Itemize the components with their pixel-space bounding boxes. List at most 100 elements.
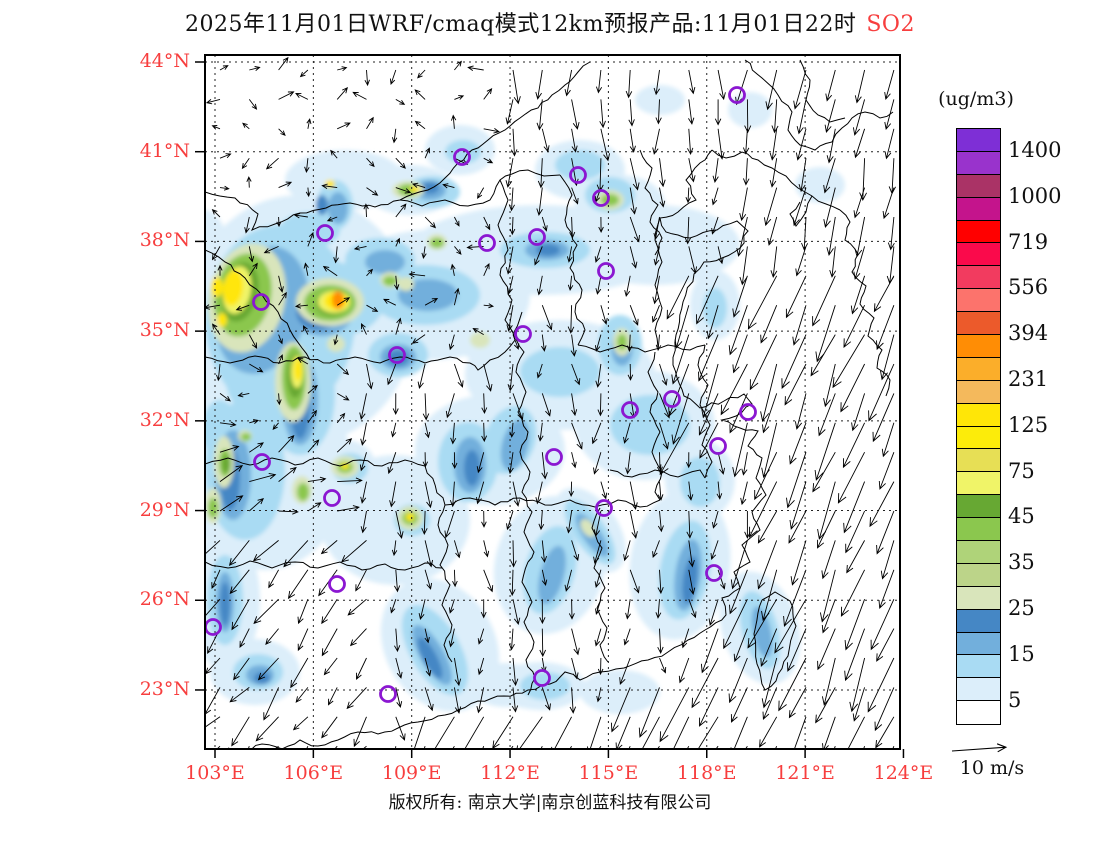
wind-arrow: [360, 422, 367, 446]
wind-arrow: [424, 687, 434, 712]
wind-arrow: [424, 481, 433, 509]
wind-arrow: [597, 657, 604, 676]
wind-arrow: [321, 628, 338, 657]
wind-arrow: [595, 599, 602, 616]
wind-arrow: [276, 216, 282, 228]
so2-blob: [417, 637, 443, 679]
wind-arrow: [821, 599, 836, 634]
wind-arrow: [323, 657, 338, 676]
wind-arrow: [600, 305, 608, 325]
wind-arrow: [299, 69, 309, 78]
wind-arrow: [249, 363, 264, 373]
legend-level-label: 35: [1008, 550, 1035, 575]
wind-arrow: [512, 481, 521, 507]
wind-arrow: [852, 687, 866, 722]
wind-arrow: [729, 569, 748, 615]
province-boundary: [839, 209, 891, 397]
wind-arrow: [732, 422, 748, 478]
wind-arrow: [874, 687, 895, 732]
wind-arrow: [854, 216, 866, 258]
so2-blob: [241, 433, 251, 441]
wind-arrow: [840, 363, 866, 413]
wind-arrow: [534, 246, 543, 266]
wind-arrow: [364, 69, 370, 87]
wind-arrow: [793, 716, 807, 749]
legend-color-block: [957, 541, 1000, 564]
lat-axis-label: 38°N: [139, 229, 190, 252]
wind-arrow: [817, 510, 836, 549]
wind-arrow: [483, 87, 493, 100]
city-marker: [592, 189, 610, 207]
city-marker: [453, 148, 471, 166]
wind-arrow: [394, 275, 400, 291]
legend-color-block: [957, 678, 1000, 702]
wind-arrow: [424, 216, 437, 229]
wind-arrow: [508, 187, 515, 212]
wind-arrow: [321, 598, 338, 625]
so2-blob: [297, 483, 309, 501]
wind-arrow: [788, 687, 807, 719]
wind-arrow: [249, 419, 260, 424]
wind-arrow: [701, 363, 719, 419]
wind-arrow: [623, 628, 631, 646]
legend-color-block: [957, 335, 1000, 358]
legend-level-label: 5: [1008, 687, 1022, 712]
wind-arrow: [454, 216, 460, 227]
wind-arrow: [507, 275, 514, 295]
lat-axis-label: 44°N: [139, 50, 190, 72]
wind-arrow: [610, 687, 631, 733]
wind-arrow: [708, 599, 719, 626]
so2-blob: [328, 192, 348, 224]
wind-arrow: [239, 628, 250, 648]
copyright-footer: 版权所有: 南京大学|南京创蓝科技有限公司: [388, 793, 712, 813]
wind-arrow: [235, 304, 250, 311]
wind-arrow: [337, 477, 363, 484]
wind-arrow: [411, 334, 426, 344]
wind-arrow: [688, 540, 695, 568]
wind-arrow: [483, 262, 490, 276]
wind-arrow: [320, 540, 338, 555]
wind-arrow: [424, 422, 431, 439]
wind-arrow: [360, 510, 367, 534]
wind-arrow: [297, 628, 309, 652]
wind-arrow: [876, 628, 895, 662]
wind-arrow: [876, 305, 895, 351]
province-boundary: [744, 59, 894, 151]
wind-arrow: [392, 393, 399, 415]
wind-arrow: [853, 246, 866, 280]
wind-arrow: [796, 99, 807, 135]
province-boundary: [205, 61, 591, 231]
wind-arrow: [762, 393, 778, 434]
wind-arrow: [847, 716, 866, 749]
wind-arrow: [688, 569, 696, 595]
wind-arrow: [336, 393, 350, 401]
wind-arrow: [688, 599, 697, 619]
wind-arrow: [395, 187, 412, 194]
legend-level-label: 1000: [1008, 183, 1062, 208]
wind-arrow: [657, 628, 664, 654]
wind-arrow: [360, 481, 367, 504]
wind-arrow: [688, 69, 696, 95]
so2-blob: [555, 150, 605, 180]
wind-arrow: [859, 158, 867, 202]
wind-arrow: [297, 357, 309, 365]
wind-arrow: [395, 237, 400, 247]
wind-arrow: [653, 69, 660, 96]
so2-blob: [703, 288, 727, 328]
wind-arrow: [211, 208, 221, 218]
wind-arrow: [255, 716, 279, 742]
wind-arrow: [219, 65, 229, 71]
wind-arrow: [417, 69, 426, 79]
wind-arrow: [629, 481, 638, 511]
lon-axis-label: 118°E: [676, 762, 737, 784]
wind-arrow: [408, 271, 426, 278]
wind-arrow: [442, 183, 455, 189]
wind-arrow: [757, 510, 778, 544]
wind-arrow: [717, 569, 726, 590]
wind-arrow: [541, 393, 552, 417]
wind-arrow: [391, 128, 398, 144]
wind-arrow: [595, 275, 602, 295]
wind-arrow: [509, 569, 516, 597]
wind-arrow: [449, 481, 457, 508]
wind-arrow: [876, 510, 895, 555]
